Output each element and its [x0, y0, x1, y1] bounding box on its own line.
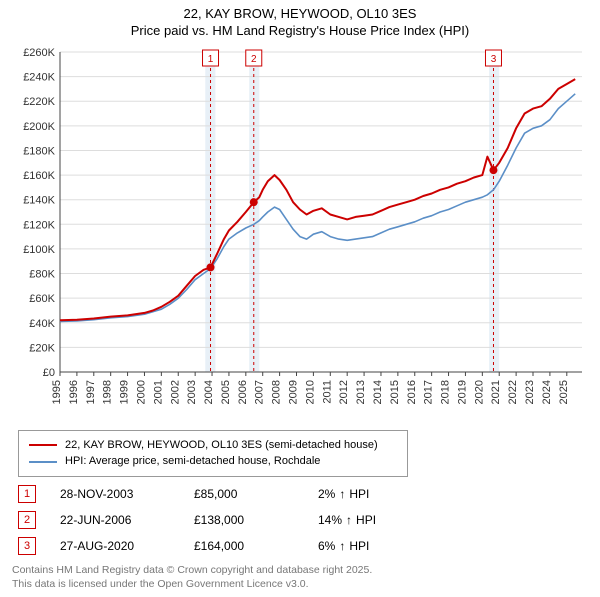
- svg-text:£240K: £240K: [23, 71, 55, 83]
- svg-text:2000: 2000: [135, 380, 147, 404]
- attribution-line2: This data is licensed under the Open Gov…: [12, 577, 592, 591]
- svg-text:£20K: £20K: [29, 342, 55, 354]
- legend-swatch-2: [29, 461, 57, 463]
- marker-row: 2 22-JUN-2006 £138,000 14% ↑ HPI: [18, 511, 592, 529]
- svg-text:2015: 2015: [389, 380, 401, 404]
- up-arrow-icon: ↑: [339, 539, 345, 553]
- title-line2: Price paid vs. HM Land Registry's House …: [8, 23, 592, 40]
- legend-label-2: HPI: Average price, semi-detached house,…: [65, 453, 320, 470]
- marker-row: 3 27-AUG-2020 £164,000 6% ↑ HPI: [18, 537, 592, 555]
- svg-text:2024: 2024: [541, 380, 553, 404]
- svg-text:2004: 2004: [203, 380, 215, 404]
- title-line1: 22, KAY BROW, HEYWOOD, OL10 3ES: [8, 6, 592, 23]
- svg-text:2007: 2007: [254, 380, 266, 404]
- svg-text:2010: 2010: [304, 380, 316, 404]
- legend-swatch-1: [29, 444, 57, 446]
- svg-text:1995: 1995: [51, 380, 63, 404]
- svg-text:£40K: £40K: [29, 318, 55, 330]
- svg-text:£100K: £100K: [23, 244, 55, 256]
- svg-text:2009: 2009: [288, 380, 300, 404]
- svg-text:£60K: £60K: [29, 293, 55, 305]
- marker-badge: 2: [18, 511, 36, 529]
- chart-title: 22, KAY BROW, HEYWOOD, OL10 3ES Price pa…: [8, 6, 592, 40]
- svg-text:2021: 2021: [490, 380, 502, 404]
- svg-text:3: 3: [491, 54, 497, 65]
- svg-text:£80K: £80K: [29, 268, 55, 280]
- svg-text:2012: 2012: [338, 380, 350, 404]
- svg-text:£260K: £260K: [23, 47, 55, 59]
- svg-text:2020: 2020: [473, 380, 485, 404]
- svg-text:2011: 2011: [321, 380, 333, 404]
- legend-label-1: 22, KAY BROW, HEYWOOD, OL10 3ES (semi-de…: [65, 437, 378, 454]
- marker-pct: 2% ↑ HPI: [318, 487, 369, 501]
- price-chart: £0 £20K £40K £60K £80K £100K £120K £140K £160K £1…: [8, 44, 592, 424]
- svg-text:£160K: £160K: [23, 170, 55, 182]
- marker-price: £85,000: [194, 487, 294, 501]
- svg-text:2023: 2023: [524, 380, 536, 404]
- svg-text:2017: 2017: [423, 380, 435, 404]
- svg-text:£120K: £120K: [23, 219, 55, 231]
- svg-text:1996: 1996: [68, 380, 80, 404]
- marker-row: 1 28-NOV-2003 £85,000 2% ↑ HPI: [18, 485, 592, 503]
- svg-text:2: 2: [251, 54, 257, 65]
- marker-table: 1 28-NOV-2003 £85,000 2% ↑ HPI 2 22-JUN-…: [18, 485, 592, 555]
- legend: 22, KAY BROW, HEYWOOD, OL10 3ES (semi-de…: [18, 430, 408, 477]
- attribution-line1: Contains HM Land Registry data © Crown c…: [12, 563, 592, 577]
- marker-badge: 3: [18, 537, 36, 555]
- svg-text:2002: 2002: [169, 380, 181, 404]
- marker-price: £164,000: [194, 539, 294, 553]
- svg-text:1999: 1999: [119, 380, 131, 404]
- svg-text:2013: 2013: [355, 380, 367, 404]
- svg-text:£200K: £200K: [23, 121, 55, 133]
- svg-text:2001: 2001: [152, 380, 164, 404]
- svg-text:2008: 2008: [271, 380, 283, 404]
- marker-date: 27-AUG-2020: [60, 539, 170, 553]
- marker-date: 28-NOV-2003: [60, 487, 170, 501]
- svg-text:1998: 1998: [102, 380, 114, 404]
- attribution: Contains HM Land Registry data © Crown c…: [12, 563, 592, 591]
- svg-text:2018: 2018: [440, 380, 452, 404]
- svg-text:2025: 2025: [558, 380, 570, 404]
- marker-date: 22-JUN-2006: [60, 513, 170, 527]
- svg-text:2022: 2022: [507, 380, 519, 404]
- svg-text:2005: 2005: [220, 380, 232, 404]
- marker-price: £138,000: [194, 513, 294, 527]
- svg-text:2003: 2003: [186, 380, 198, 404]
- svg-text:2019: 2019: [456, 380, 468, 404]
- up-arrow-icon: ↑: [339, 487, 345, 501]
- svg-text:£0: £0: [43, 367, 55, 379]
- svg-text:1: 1: [208, 54, 214, 65]
- svg-text:£140K: £140K: [23, 194, 55, 206]
- svg-text:2014: 2014: [372, 380, 384, 404]
- svg-text:£220K: £220K: [23, 96, 55, 108]
- marker-pct: 14% ↑ HPI: [318, 513, 376, 527]
- marker-badge: 1: [18, 485, 36, 503]
- svg-text:2016: 2016: [406, 380, 418, 404]
- svg-text:2006: 2006: [237, 380, 249, 404]
- up-arrow-icon: ↑: [346, 513, 352, 527]
- svg-text:£180K: £180K: [23, 145, 55, 157]
- legend-item-hpi: HPI: Average price, semi-detached house,…: [29, 453, 397, 470]
- svg-text:1997: 1997: [85, 380, 97, 404]
- marker-pct: 6% ↑ HPI: [318, 539, 369, 553]
- legend-item-price-paid: 22, KAY BROW, HEYWOOD, OL10 3ES (semi-de…: [29, 437, 397, 454]
